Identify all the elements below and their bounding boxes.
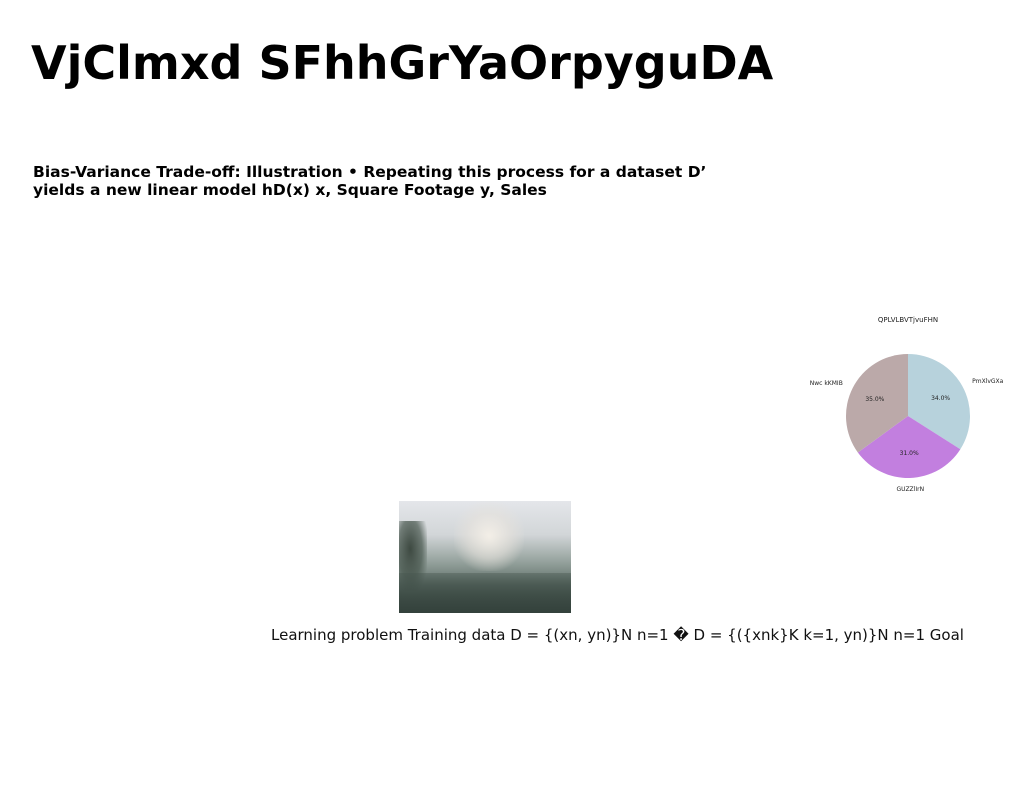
slide-caption: Learning problem Training data D = {(xn,…: [271, 626, 964, 644]
pie-chart-title: QPLVLBVTjvuFHN: [878, 316, 938, 324]
slide-title: VjClmxd SFhhGrYaOrpyguDA: [31, 36, 774, 90]
photo-image: [399, 501, 571, 613]
pie-slice-value-0: 34.0%: [931, 395, 950, 402]
pie-slice-label-0: PmXlvGXa: [972, 378, 1004, 385]
pie-slice-2: [846, 354, 908, 453]
pie-slice-1: [857, 416, 961, 478]
photo-figure: [454, 501, 524, 571]
pie-chart: QPLVLBVTjvuFHN PmXlvGXa 34.0% GUZZlIrN 31.0…: [808, 306, 1008, 516]
pie-slice-value-1: 31.0%: [900, 450, 919, 457]
slide-subtitle: Bias-Variance Trade-off: Illustration • …: [33, 163, 707, 199]
pie-slice-value-2: 35.0%: [865, 396, 884, 403]
pie-slice-label-2: Nwc kKMIB: [810, 380, 843, 387]
pie-slice-0: [908, 354, 970, 450]
pie-slice-label-1: GUZZlIrN: [897, 486, 925, 493]
pie-chart-svg: QPLVLBVTjvuFHN PmXlvGXa 34.0% GUZZlIrN 31.0…: [810, 316, 1004, 493]
photo-ground: [399, 573, 571, 613]
